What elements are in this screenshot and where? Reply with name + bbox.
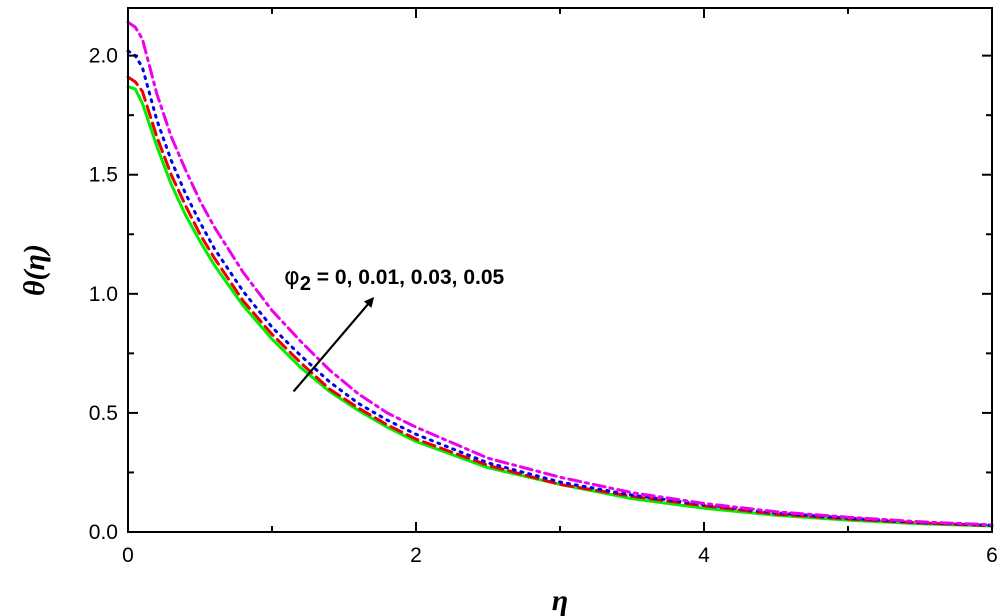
y-tick-label: 1.5 <box>89 164 118 187</box>
annotation-label: φ2 = 0, 0.01, 0.03, 0.05 <box>284 262 505 295</box>
x-axis-title: η <box>552 584 568 616</box>
plot-area-frame <box>127 7 993 533</box>
series-line-3 <box>126 49 994 527</box>
y-tick-label: 0.5 <box>89 402 118 425</box>
series-layer <box>126 20 994 528</box>
tick-layer <box>127 8 993 533</box>
series-line-4 <box>126 20 994 527</box>
y-axis-title: θ(η) <box>18 244 51 296</box>
series-line-2 <box>126 75 994 528</box>
y-tick-label: 0.0 <box>89 521 118 544</box>
annotation-values: = 0, 0.01, 0.03, 0.05 <box>311 266 505 289</box>
x-tick-label: 6 <box>986 544 998 567</box>
x-tick-label: 2 <box>410 544 422 567</box>
annotation-subscript: 2 <box>300 273 311 295</box>
tick-label-layer: 0 2 4 6 0.0 0.5 1.0 1.5 2.0 <box>89 45 998 567</box>
y-tick-label: 1.0 <box>89 283 118 306</box>
x-tick-label: 0 <box>122 544 134 567</box>
x-tick-label: 4 <box>698 544 710 567</box>
annotation-arrow <box>292 297 375 393</box>
series-line-1 <box>126 85 994 528</box>
annotation-symbol: φ <box>284 262 300 290</box>
y-tick-label: 2.0 <box>89 45 118 68</box>
